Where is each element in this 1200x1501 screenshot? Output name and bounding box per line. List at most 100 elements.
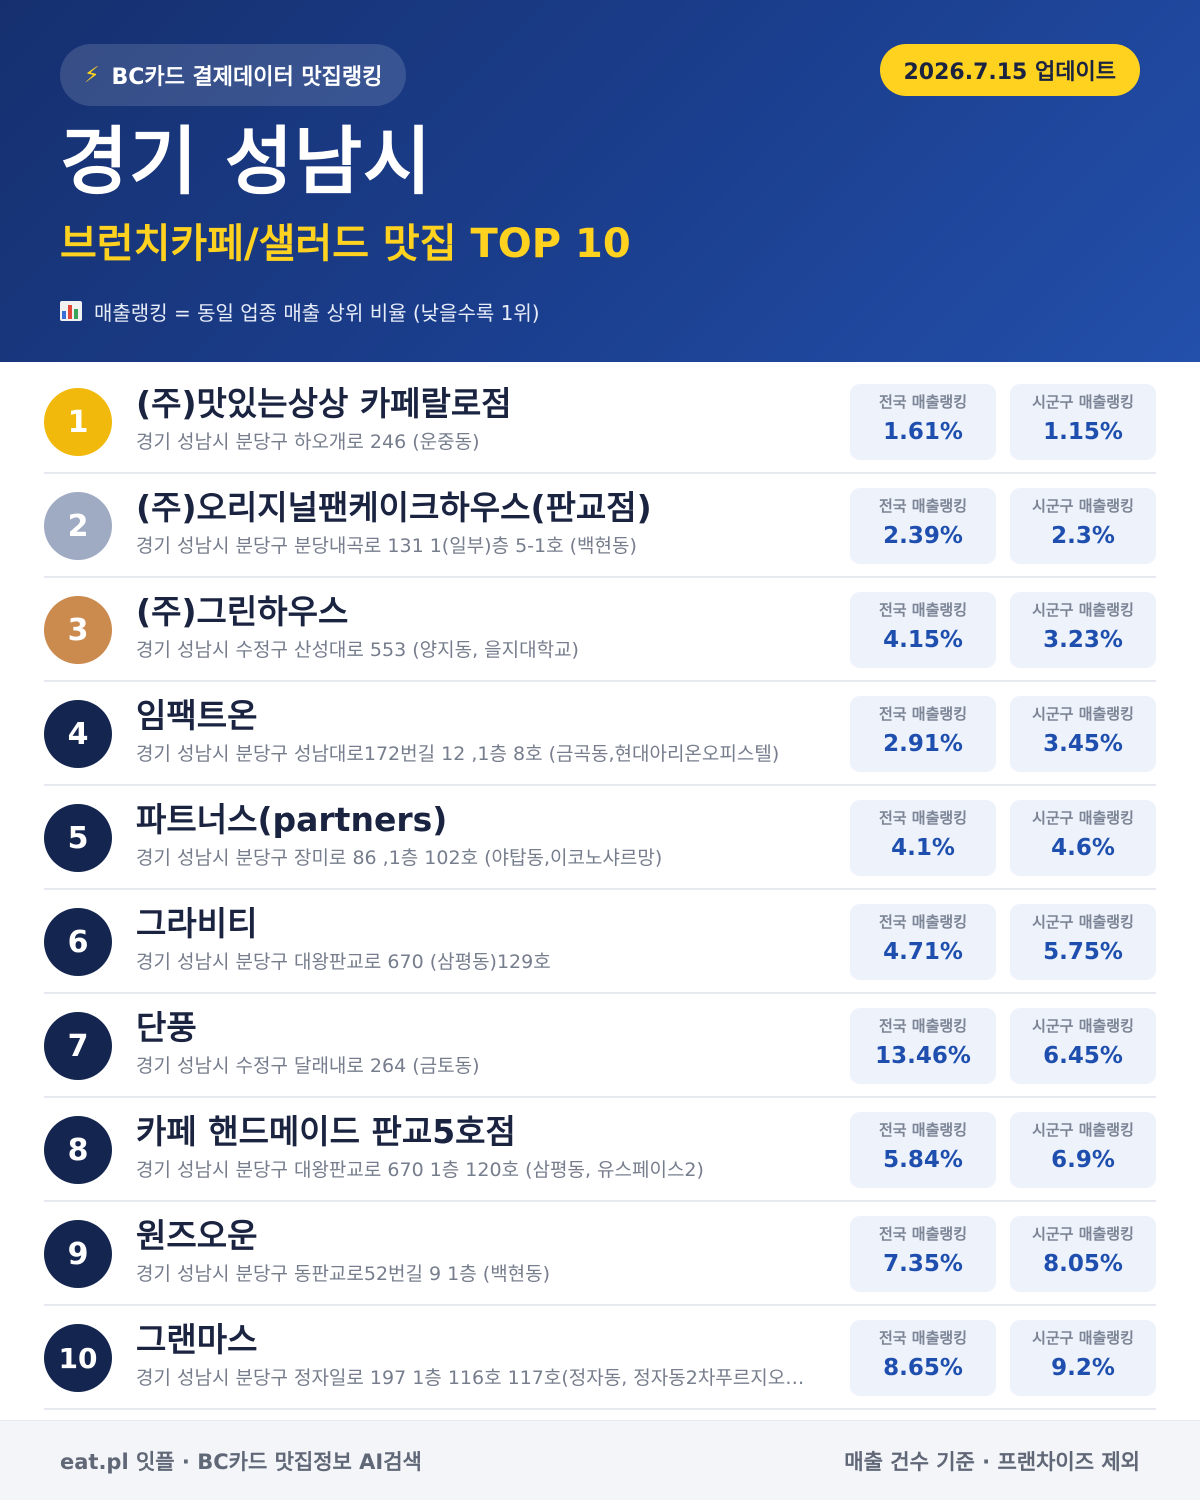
- national-rank-value: 2.91%: [883, 731, 963, 757]
- national-rank-label: 전국 매출랭킹: [878, 393, 968, 411]
- ranking-list: 1 (주)맛있는상상 카페랄로점 경기 성남시 분당구 하오개로 246 (운중동)…: [44, 370, 1156, 1410]
- note-text: 매출랭킹 = 동일 업종 매출 상위 비율 (낮을수록 1위): [94, 300, 540, 325]
- local-rank-label: 시군구 매출랭킹: [1032, 497, 1134, 515]
- local-rank-value: 1.15%: [1043, 419, 1123, 445]
- footer-criteria: 매출 건수 기준 · 프랜차이즈 제외: [844, 1450, 1140, 1474]
- rank-badge: 8: [44, 1116, 112, 1184]
- national-rank-value: 5.84%: [883, 1147, 963, 1173]
- local-rank-value: 2.3%: [1051, 523, 1115, 549]
- local-rank-value: 8.05%: [1043, 1251, 1123, 1277]
- rank-badge: 3: [44, 596, 112, 664]
- restaurant-name[interactable]: 그라비티: [136, 904, 258, 943]
- restaurant-name[interactable]: 그랜마스: [136, 1320, 258, 1359]
- ranking-row[interactable]: 10 그랜마스 경기 성남시 분당구 정자일로 197 1층 116호 117호(정…: [44, 1306, 1156, 1410]
- local-rank-value: 6.9%: [1051, 1147, 1115, 1173]
- local-rank-value: 5.75%: [1043, 939, 1123, 965]
- restaurant-address: 경기 성남시 분당구 대왕판교로 670 (삼평동)129호: [136, 951, 551, 973]
- ranking-row[interactable]: 2 (주)오리지널팬케이크하우스(판교점) 경기 성남시 분당구 분당내곡로 131…: [44, 474, 1156, 578]
- national-rank-value: 13.46%: [875, 1043, 971, 1069]
- national-rank-box: 전국 매출랭킹 7.35%: [850, 1216, 996, 1292]
- city-title: 경기 성남시: [60, 119, 433, 205]
- restaurant-address: 경기 성남시 분당구 분당내곡로 131 1(일부)층 5-1호 (백현동): [136, 535, 637, 557]
- local-rank-box: 시군구 매출랭킹 3.23%: [1010, 592, 1156, 668]
- national-rank-value: 7.35%: [883, 1251, 963, 1277]
- national-rank-box: 전국 매출랭킹 1.61%: [850, 384, 996, 460]
- restaurant-name[interactable]: 카페 핸드메이드 판교5호점: [136, 1112, 516, 1151]
- local-rank-label: 시군구 매출랭킹: [1032, 393, 1134, 411]
- local-rank-value: 9.2%: [1051, 1355, 1115, 1381]
- national-rank-label: 전국 매출랭킹: [878, 705, 968, 723]
- national-rank-box: 전국 매출랭킹 8.65%: [850, 1320, 996, 1396]
- rank-badge: 7: [44, 1012, 112, 1080]
- restaurant-name[interactable]: (주)오리지널팬케이크하우스(판교점): [136, 488, 652, 527]
- local-rank-label: 시군구 매출랭킹: [1032, 1121, 1134, 1139]
- restaurant-name[interactable]: 단풍: [136, 1008, 197, 1047]
- lightning-bolt-icon: ⚡: [84, 62, 100, 88]
- footer-source: eat.pl 잇플 · BC카드 맛집정보 AI검색: [60, 1450, 422, 1474]
- update-date-badge: 2026.7.15 업데이트: [879, 44, 1140, 96]
- rank-badge: 9: [44, 1220, 112, 1288]
- local-rank-box: 시군구 매출랭킹 1.15%: [1010, 384, 1156, 460]
- update-label: 2026.7.15 업데이트: [903, 60, 1117, 85]
- restaurant-address: 경기 성남시 분당구 정자일로 197 1층 116호 117호(정자동, 정자…: [136, 1367, 805, 1389]
- local-rank-box: 시군구 매출랭킹 5.75%: [1010, 904, 1156, 980]
- local-rank-box: 시군구 매출랭킹 4.6%: [1010, 800, 1156, 876]
- local-rank-label: 시군구 매출랭킹: [1032, 601, 1134, 619]
- ranking-note: 매출랭킹 = 동일 업종 매출 상위 비율 (낮을수록 1위): [60, 294, 540, 328]
- local-rank-label: 시군구 매출랭킹: [1032, 1225, 1134, 1243]
- rank-badge: 4: [44, 700, 112, 768]
- national-rank-box: 전국 매출랭킹 2.39%: [850, 488, 996, 564]
- local-rank-label: 시군구 매출랭킹: [1032, 1329, 1134, 1347]
- national-rank-label: 전국 매출랭킹: [878, 809, 968, 827]
- restaurant-address: 경기 성남시 분당구 대왕판교로 670 1층 120호 (삼평동, 유스페이스…: [136, 1159, 704, 1181]
- national-rank-value: 1.61%: [883, 419, 963, 445]
- restaurant-name[interactable]: (주)맛있는상상 카페랄로점: [136, 384, 512, 423]
- national-rank-label: 전국 매출랭킹: [878, 1329, 968, 1347]
- restaurant-address: 경기 성남시 분당구 장미로 86 ,1층 102호 (야탑동,이코노샤르망): [136, 847, 663, 869]
- rank-badge: 5: [44, 804, 112, 872]
- national-rank-label: 전국 매출랭킹: [878, 497, 968, 515]
- footer: eat.pl 잇플 · BC카드 맛집정보 AI검색 매출 건수 기준 · 프랜…: [0, 1420, 1200, 1500]
- source-badge: ⚡ BC카드 결제데이터 맛집랭킹: [60, 44, 407, 106]
- restaurant-name[interactable]: 원즈오운: [136, 1216, 258, 1255]
- local-rank-value: 3.45%: [1043, 731, 1123, 757]
- national-rank-label: 전국 매출랭킹: [878, 1121, 968, 1139]
- national-rank-value: 8.65%: [883, 1355, 963, 1381]
- restaurant-address: 경기 성남시 수정구 산성대로 553 (양지동, 을지대학교): [136, 639, 579, 661]
- national-rank-value: 4.15%: [883, 627, 963, 653]
- local-rank-label: 시군구 매출랭킹: [1032, 809, 1134, 827]
- national-rank-box: 전국 매출랭킹 4.15%: [850, 592, 996, 668]
- ranking-row[interactable]: 5 파트너스(partners) 경기 성남시 분당구 장미로 86 ,1층 102…: [44, 786, 1156, 890]
- restaurant-address: 경기 성남시 분당구 동판교로52번길 9 1층 (백현동): [136, 1263, 551, 1285]
- header-banner: ⚡ BC카드 결제데이터 맛집랭킹 2026.7.15 업데이트 경기 성남시 …: [0, 0, 1200, 362]
- local-rank-value: 3.23%: [1043, 627, 1123, 653]
- national-rank-box: 전국 매출랭킹 5.84%: [850, 1112, 996, 1188]
- local-rank-box: 시군구 매출랭킹 6.45%: [1010, 1008, 1156, 1084]
- local-rank-box: 시군구 매출랭킹 8.05%: [1010, 1216, 1156, 1292]
- rank-badge: 6: [44, 908, 112, 976]
- national-rank-value: 4.71%: [883, 939, 963, 965]
- national-rank-box: 전국 매출랭킹 4.1%: [850, 800, 996, 876]
- bar-chart-icon: [60, 301, 82, 321]
- restaurant-name[interactable]: (주)그린하우스: [136, 592, 349, 631]
- local-rank-box: 시군구 매출랭킹 2.3%: [1010, 488, 1156, 564]
- national-rank-label: 전국 매출랭킹: [878, 1225, 968, 1243]
- ranking-row[interactable]: 4 임팩트온 경기 성남시 분당구 성남대로172번길 12 ,1층 8호 (금곡동…: [44, 682, 1156, 786]
- restaurant-name[interactable]: 파트너스(partners): [136, 800, 448, 839]
- ranking-subtitle: 브런치카페/샐러드 맛집 TOP 10: [60, 221, 631, 267]
- national-rank-label: 전국 매출랭킹: [878, 913, 968, 931]
- local-rank-value: 6.45%: [1043, 1043, 1123, 1069]
- restaurant-address: 경기 성남시 수정구 달래내로 264 (금토동): [136, 1055, 480, 1077]
- restaurant-name[interactable]: 임팩트온: [136, 696, 258, 735]
- national-rank-value: 2.39%: [883, 523, 963, 549]
- national-rank-label: 전국 매출랭킹: [878, 1017, 968, 1035]
- local-rank-label: 시군구 매출랭킹: [1032, 913, 1134, 931]
- national-rank-label: 전국 매출랭킹: [878, 601, 968, 619]
- national-rank-box: 전국 매출랭킹 13.46%: [850, 1008, 996, 1084]
- ranking-row[interactable]: 1 (주)맛있는상상 카페랄로점 경기 성남시 분당구 하오개로 246 (운중동)…: [44, 370, 1156, 474]
